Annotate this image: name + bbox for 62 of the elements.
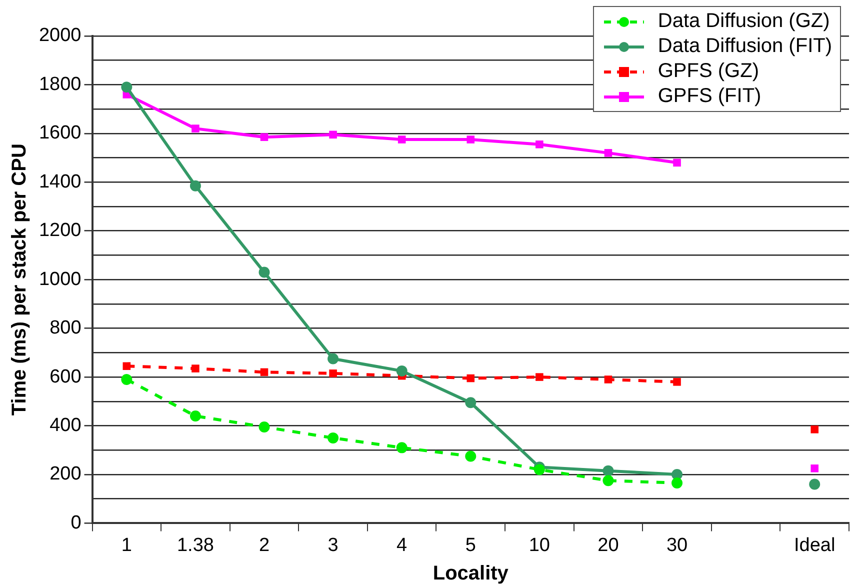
point <box>396 442 408 454</box>
point <box>190 180 201 192</box>
x-axis-title: Locality <box>432 562 510 585</box>
point <box>536 140 544 148</box>
x-tick-label: Ideal <box>794 534 836 556</box>
legend-label: GPFS (GZ) <box>658 59 759 84</box>
point <box>121 82 132 93</box>
point <box>604 149 612 157</box>
point <box>536 373 544 381</box>
point <box>396 365 408 376</box>
y-tick-label: 1600 <box>38 122 82 144</box>
x-tick-label: 4 <box>396 534 408 556</box>
point <box>810 426 818 434</box>
y-axis-title: Time (ms) per stack per CPU <box>8 144 31 416</box>
x-tick-label: 5 <box>465 534 476 556</box>
point <box>466 374 475 382</box>
point <box>466 136 475 144</box>
point <box>673 378 681 386</box>
point <box>398 136 406 144</box>
y-tick-label: 0 <box>70 512 82 534</box>
point <box>329 369 337 378</box>
point <box>810 464 818 472</box>
x-tick-label: 10 <box>528 534 550 556</box>
point <box>260 368 268 376</box>
point <box>260 133 268 141</box>
x-tick-label: 1.38 <box>176 534 214 556</box>
y-tick-label: 800 <box>50 318 82 339</box>
point <box>190 410 201 422</box>
point <box>465 397 476 408</box>
y-tick-label: 600 <box>50 366 82 388</box>
point <box>673 158 681 167</box>
x-tick-label: 20 <box>598 534 619 556</box>
y-tick-label: 200 <box>50 464 82 485</box>
x-tick-label: 3 <box>328 534 338 556</box>
point <box>604 376 612 384</box>
y-tick-label: 1800 <box>38 74 82 95</box>
point <box>122 362 131 370</box>
point <box>328 353 339 364</box>
x-tick-label: 1 <box>121 534 132 556</box>
x-tick-label: 2 <box>258 534 270 556</box>
point <box>192 124 200 132</box>
point <box>465 450 476 462</box>
point <box>809 478 820 490</box>
legend-label: Data Diffusion (FIT) <box>658 34 832 59</box>
legend-label: GPFS (FIT) <box>658 84 762 109</box>
y-tick-label: 1400 <box>38 171 82 192</box>
point <box>258 421 270 432</box>
y-tick-label: 1000 <box>38 268 82 290</box>
point <box>121 374 132 385</box>
point <box>258 266 270 278</box>
legend-label: Data Diffusion (GZ) <box>658 9 830 34</box>
point <box>602 465 614 476</box>
y-tick-label: 400 <box>50 414 82 436</box>
point <box>602 475 614 486</box>
point <box>328 432 339 444</box>
y-tick-label: 2000 <box>38 25 82 46</box>
x-tick-label: 30 <box>666 534 688 556</box>
point <box>192 364 200 372</box>
point <box>672 478 683 489</box>
y-tick-label: 1200 <box>38 220 82 242</box>
point <box>534 464 545 476</box>
point <box>329 130 337 139</box>
